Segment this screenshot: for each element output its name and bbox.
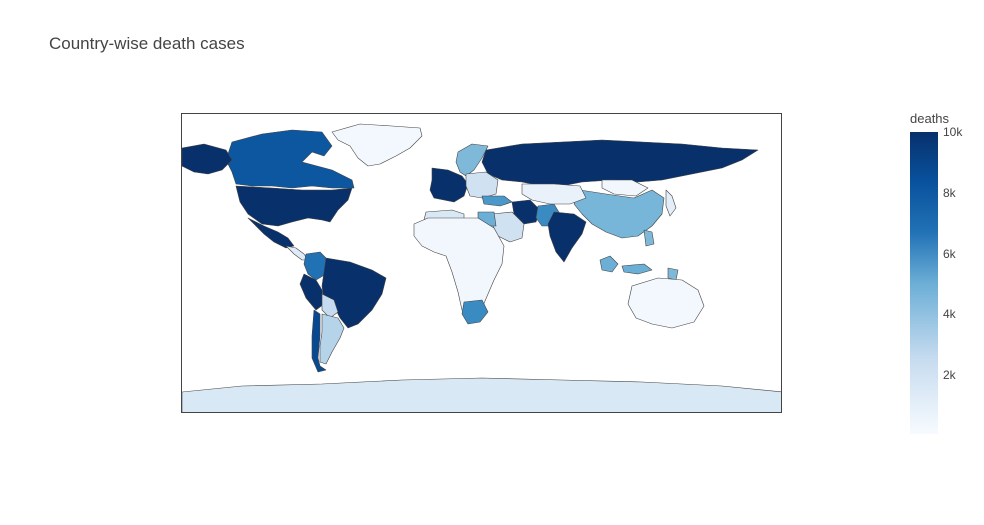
- region-indonesia[interactable]: [599, 255, 653, 275]
- region-kazakhstan[interactable]: [521, 183, 587, 205]
- region-china[interactable]: [573, 189, 665, 239]
- region-peru[interactable]: [299, 273, 325, 311]
- region-russia[interactable]: [481, 139, 759, 187]
- colorbar-title: deaths: [910, 111, 950, 126]
- region-mongolia[interactable]: [601, 179, 649, 197]
- region-argentina[interactable]: [319, 313, 345, 365]
- region-chile[interactable]: [311, 309, 327, 373]
- region-canada[interactable]: [225, 129, 355, 189]
- colorbar-tick: 10k: [943, 125, 963, 139]
- region-antarctica[interactable]: [182, 377, 782, 413]
- chart-title: Country-wise death cases: [49, 34, 245, 53]
- region-india[interactable]: [547, 211, 587, 263]
- region-central-america[interactable]: [285, 245, 309, 261]
- colorbar-tick: 8k: [943, 186, 956, 200]
- region-south-africa[interactable]: [461, 299, 489, 325]
- region-africa[interactable]: [413, 217, 505, 315]
- region-western-europe[interactable]: [429, 167, 469, 203]
- region-turkey[interactable]: [481, 195, 513, 207]
- map-frame[interactable]: [181, 113, 782, 413]
- region-united-states[interactable]: [235, 185, 353, 227]
- colorbar: [910, 132, 938, 434]
- colorbar-tick: 6k: [943, 247, 956, 261]
- region-scandinavia[interactable]: [455, 143, 489, 177]
- region-bolivia[interactable]: [321, 293, 339, 319]
- region-alaska[interactable]: [182, 143, 233, 175]
- world-map[interactable]: [182, 114, 782, 413]
- region-brazil[interactable]: [321, 257, 387, 329]
- region-philippines[interactable]: [643, 229, 679, 281]
- colorbar-tick: 2k: [943, 368, 956, 382]
- region-colombia[interactable]: [303, 251, 329, 281]
- colorbar-tick: 4k: [943, 307, 956, 321]
- region-greenland[interactable]: [331, 123, 423, 167]
- region-japan[interactable]: [665, 189, 677, 217]
- region-australia[interactable]: [627, 277, 705, 329]
